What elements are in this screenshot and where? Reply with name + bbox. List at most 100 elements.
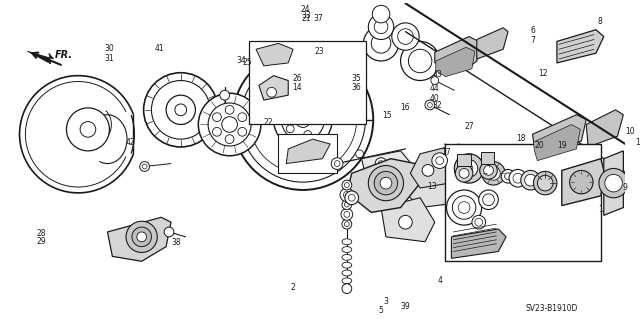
Polygon shape (410, 144, 464, 188)
Polygon shape (557, 30, 604, 63)
Bar (445, 144, 601, 261)
Circle shape (348, 194, 355, 201)
Polygon shape (256, 43, 293, 66)
Circle shape (455, 165, 473, 182)
Circle shape (482, 162, 505, 185)
Circle shape (369, 166, 403, 201)
Ellipse shape (342, 270, 352, 276)
Bar (481, 152, 494, 164)
Circle shape (286, 125, 294, 133)
Ellipse shape (342, 239, 352, 245)
Circle shape (432, 153, 447, 168)
Circle shape (486, 161, 492, 167)
Circle shape (374, 171, 397, 195)
Text: 2: 2 (291, 283, 296, 292)
Circle shape (417, 170, 433, 186)
Text: 16: 16 (401, 103, 410, 112)
Circle shape (132, 227, 152, 247)
Text: 14: 14 (292, 83, 302, 92)
Circle shape (140, 162, 150, 171)
Text: 36: 36 (352, 83, 362, 92)
Circle shape (342, 200, 352, 210)
Circle shape (126, 221, 157, 252)
Circle shape (198, 93, 261, 156)
Circle shape (80, 122, 96, 137)
Polygon shape (28, 51, 54, 64)
Circle shape (521, 170, 540, 190)
Circle shape (222, 117, 237, 132)
Circle shape (374, 20, 388, 33)
Text: 21: 21 (301, 14, 310, 24)
Circle shape (344, 191, 350, 198)
Circle shape (504, 173, 511, 180)
Circle shape (372, 5, 390, 23)
Text: 32: 32 (433, 101, 442, 110)
Circle shape (525, 174, 536, 186)
Circle shape (371, 33, 391, 53)
Circle shape (341, 209, 353, 220)
Circle shape (286, 107, 294, 114)
Polygon shape (286, 139, 330, 164)
Circle shape (340, 188, 354, 202)
Text: 10: 10 (625, 127, 635, 136)
Text: 19: 19 (557, 140, 566, 150)
Text: 44: 44 (430, 84, 440, 93)
Bar (278, 134, 337, 173)
Text: 8: 8 (598, 18, 602, 26)
Circle shape (334, 161, 340, 167)
Circle shape (175, 104, 187, 116)
Text: 15: 15 (382, 111, 392, 120)
Circle shape (332, 158, 343, 169)
Circle shape (225, 135, 234, 144)
Text: 40: 40 (430, 93, 440, 103)
Circle shape (369, 14, 394, 40)
Text: 9: 9 (623, 183, 628, 192)
Polygon shape (435, 37, 479, 69)
Circle shape (392, 23, 419, 50)
Circle shape (501, 169, 515, 183)
Text: 42: 42 (126, 137, 136, 146)
Circle shape (344, 211, 350, 217)
Circle shape (164, 227, 174, 237)
Bar (249, 41, 366, 124)
Circle shape (483, 158, 494, 169)
Text: 35: 35 (352, 74, 362, 83)
Circle shape (344, 182, 349, 188)
Text: 20: 20 (534, 140, 544, 150)
Circle shape (472, 215, 486, 229)
Circle shape (401, 41, 440, 80)
Text: 7: 7 (530, 36, 535, 45)
Text: 1: 1 (598, 205, 604, 214)
Text: 24: 24 (301, 5, 310, 14)
Circle shape (344, 202, 349, 207)
Text: 6: 6 (530, 26, 535, 35)
Circle shape (342, 284, 352, 293)
Circle shape (458, 202, 470, 213)
Circle shape (304, 101, 312, 109)
Text: 30: 30 (104, 44, 115, 53)
Polygon shape (532, 115, 586, 154)
Circle shape (436, 157, 444, 165)
Text: 27: 27 (464, 122, 474, 131)
Circle shape (480, 162, 497, 179)
Text: 39: 39 (401, 302, 410, 311)
Circle shape (137, 232, 147, 242)
Text: 23: 23 (315, 47, 324, 56)
Circle shape (428, 102, 433, 108)
Text: 11: 11 (636, 137, 640, 146)
Circle shape (538, 175, 553, 191)
Text: 5: 5 (379, 306, 383, 315)
Circle shape (454, 154, 484, 183)
Text: 4: 4 (437, 276, 442, 285)
Circle shape (397, 29, 413, 44)
Circle shape (422, 165, 434, 176)
Circle shape (399, 215, 412, 229)
Circle shape (344, 222, 349, 226)
Text: 41: 41 (154, 44, 164, 53)
Circle shape (208, 103, 251, 146)
Ellipse shape (342, 278, 352, 284)
Text: 38: 38 (171, 238, 180, 247)
Text: SV23-B1910D: SV23-B1910D (526, 304, 578, 313)
Circle shape (375, 158, 387, 169)
Text: 13: 13 (427, 182, 436, 190)
